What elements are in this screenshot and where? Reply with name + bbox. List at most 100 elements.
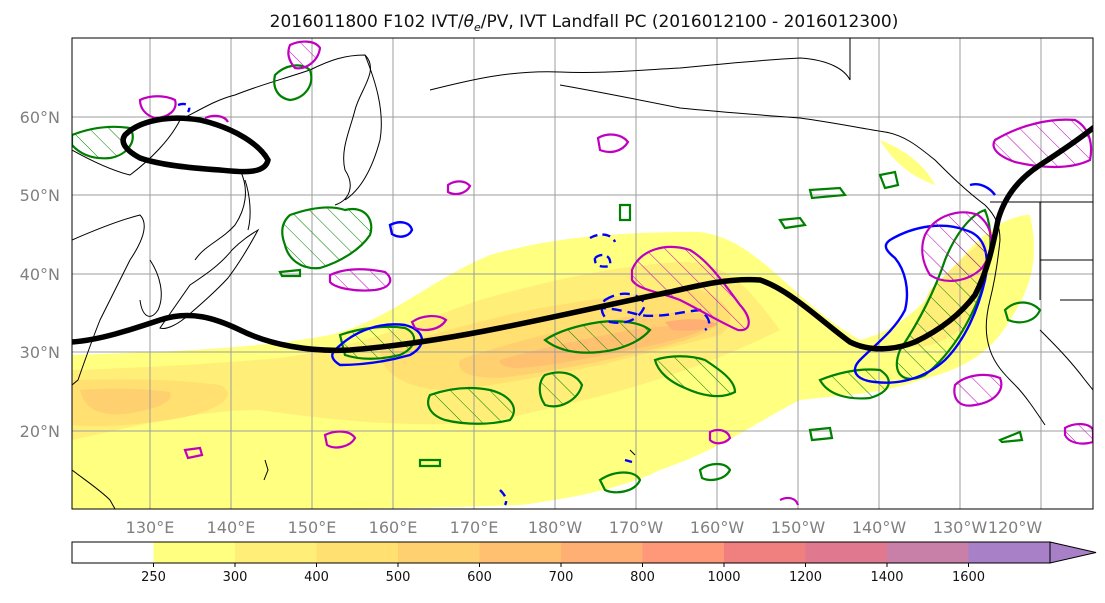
theta-contour-1: [331, 323, 423, 367]
colorbar-cell-below: [72, 542, 154, 563]
chart-title: 2016011800 F102 IVT/θe/PV, IVT Landfall …: [270, 12, 899, 34]
coast-baja: [1014, 384, 1046, 426]
colorbar-cell: [887, 542, 969, 563]
coast-philippines: [72, 469, 116, 509]
lat-label-60n: 60°N: [20, 108, 60, 127]
colorbar-cell: [316, 542, 399, 563]
colorbar-tick-label: 1200: [789, 570, 822, 585]
ivt-band-700: [665, 319, 718, 331]
colorbar-tick-label: 500: [386, 570, 411, 585]
latitude-labels: 20°N 30°N 40°N 50°N 60°N: [20, 108, 60, 441]
coast-alaska-south: [559, 84, 1001, 241]
magenta-contour-8: [138, 95, 177, 120]
colorbar-cell: [479, 542, 562, 563]
pv-contour-18: [998, 430, 1024, 444]
theta-contour-9: [969, 183, 996, 196]
pv-contour-20: [808, 426, 834, 442]
colorbar-tick-label: 800: [630, 570, 655, 585]
lat-label-30n: 30°N: [20, 343, 60, 362]
magenta-contour-7: [1063, 423, 1093, 445]
magenta-contour-4: [328, 268, 392, 292]
magenta-contour-14: [708, 428, 732, 445]
colorbar-ticks: [153, 563, 969, 567]
colorbar-cells: [71, 541, 1097, 564]
colorbar-tick-label: 1600: [952, 570, 985, 585]
pv-contour-2: [281, 206, 373, 270]
theta-contour-6: [589, 233, 617, 243]
lon-label-130e: 130°E: [126, 518, 175, 537]
lat-label-20n: 20°N: [20, 422, 60, 441]
theta-contour-8: [177, 102, 191, 113]
map-area: [72, 38, 1093, 509]
lon-label-140e: 140°E: [207, 518, 256, 537]
coast-kamchatka: [344, 54, 382, 201]
theta-contour-3: [579, 306, 711, 331]
title-theta: θ: [464, 12, 475, 32]
magenta-contours: [138, 40, 1093, 506]
colorbar-cell: [805, 542, 888, 563]
colorbar-tick-label: 400: [304, 570, 329, 585]
pv-contour-13: [878, 170, 900, 190]
coast-islands-2: [629, 449, 636, 456]
coast-sakhalin: [244, 179, 251, 231]
pv-contour-17: [618, 203, 632, 222]
title-suffix: /PV, IVT Landfall PC (2016012100 - 20160…: [481, 12, 899, 32]
magenta-contour-11: [410, 315, 448, 331]
magenta-contour-6: [953, 373, 1003, 407]
lon-label-170e: 170°E: [450, 518, 499, 537]
pv-contour-9: [538, 371, 584, 408]
magenta-contour-13: [183, 446, 204, 460]
lon-label-140w: 140°W: [852, 518, 907, 537]
colorbar-cell: [398, 542, 480, 563]
colorbar-tick-label: 700: [549, 570, 574, 585]
theta-contour-2: [600, 292, 647, 324]
pv-contour-6: [427, 386, 515, 425]
lon-label-160w: 160°W: [690, 518, 745, 537]
colorbar-tick-label: 600: [467, 570, 492, 585]
magenta-contour-9: [596, 133, 630, 153]
thick-contour-asia-loop: [120, 115, 271, 175]
pv-contour-21: [418, 458, 442, 468]
colorbar-cell: [561, 542, 643, 563]
ivt-band-250b: [72, 440, 260, 509]
lon-label-150w: 150°W: [771, 518, 826, 537]
ivt-band-500: [80, 388, 171, 415]
theta-contour-11: [624, 458, 633, 464]
lon-label-170w: 170°W: [609, 518, 664, 537]
pv-contour-11: [808, 186, 848, 200]
lon-label-150e: 150°E: [288, 518, 337, 537]
colorbar-cell: [642, 542, 725, 563]
theta-contour-10: [499, 489, 508, 506]
magenta-contour-12: [323, 430, 357, 449]
magenta-contour-10: [446, 180, 472, 196]
theta-contour-7: [593, 253, 612, 268]
colorbar-tick-label: 1000: [707, 570, 740, 585]
magenta-contour-2: [921, 211, 993, 282]
lon-label-160e: 160°E: [369, 518, 418, 537]
pv-contour-8: [818, 368, 890, 400]
colorbar-tick-label: 250: [141, 570, 166, 585]
colorbar-extend-arrow: [1049, 541, 1097, 564]
pv-contour-4: [543, 320, 652, 354]
coast-okhotsk: [194, 169, 246, 261]
colorbar: 250 300 400 500 600 700 800 1000 1200 1400 1600: [71, 541, 1097, 585]
colorbar-cell: [235, 542, 317, 563]
magenta-contour-3: [992, 118, 1093, 169]
lon-label-130w: 130°W: [933, 518, 988, 537]
coast-islands-1: [263, 459, 269, 481]
colorbar-tick-label: 300: [223, 570, 248, 585]
coast-alaska: [429, 57, 851, 91]
coast-mexico: [1039, 329, 1093, 391]
coast-japan: [159, 228, 260, 329]
lat-label-50n: 50°N: [20, 186, 60, 205]
thick-contour-main: [72, 125, 1093, 354]
colorbar-labels: 250 300 400 500 600 700 800 1000 1200 1400 1600: [141, 570, 985, 585]
colorbar-cell: [724, 542, 806, 563]
thick-contours: [72, 115, 1093, 354]
pv-contour-5: [653, 355, 737, 398]
colorbar-cell: [153, 542, 236, 563]
lon-label-120w: 120°W: [988, 518, 1043, 537]
coast-na-west: [985, 239, 1016, 386]
longitude-labels: 130°E 140°E 150°E 160°E 170°E 180°W 170°…: [126, 518, 1043, 537]
